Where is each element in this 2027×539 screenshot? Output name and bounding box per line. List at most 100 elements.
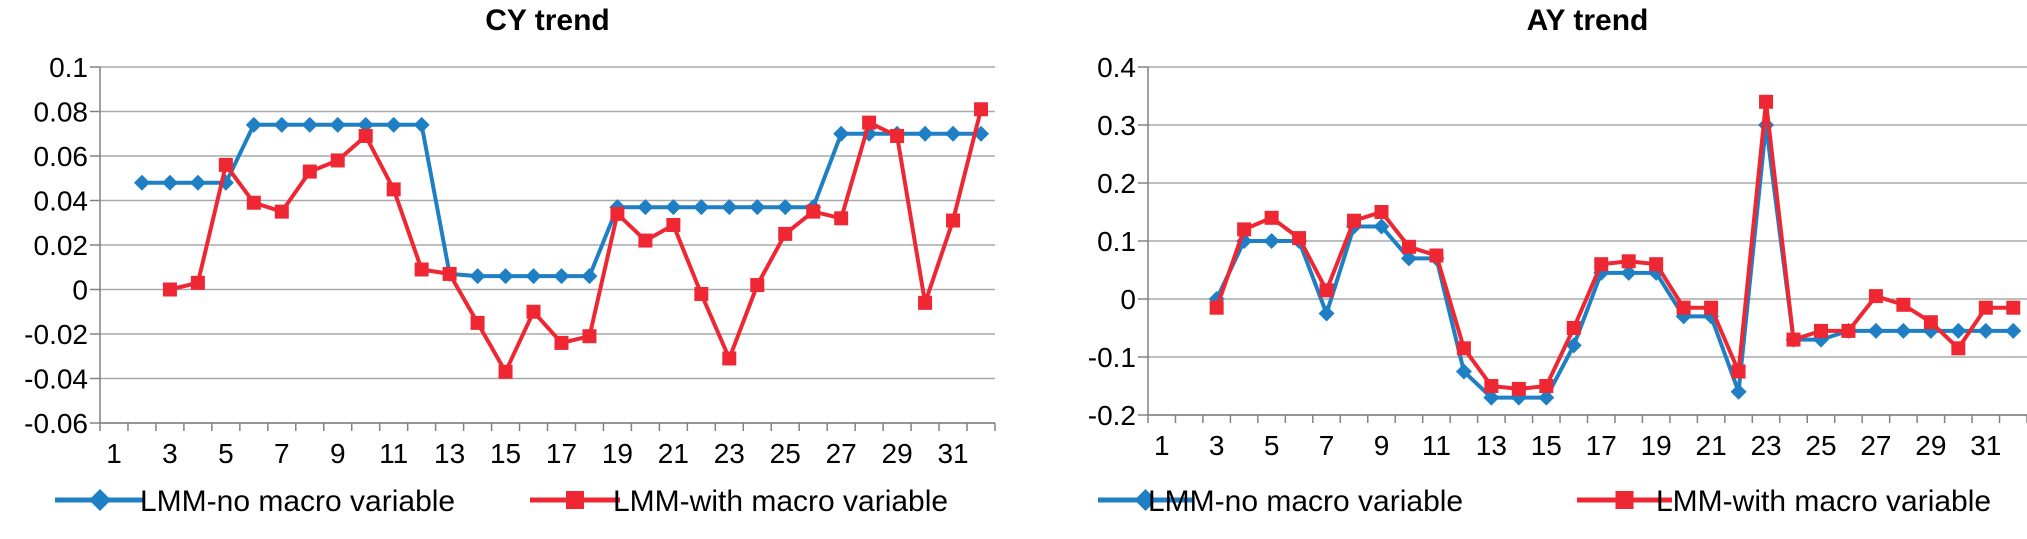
data-point — [1539, 379, 1554, 393]
data-point — [2006, 300, 2021, 315]
x-tick-label: 13 — [1476, 430, 1507, 461]
data-point — [2005, 322, 2022, 339]
x-tick-label: 27 — [1860, 430, 1891, 461]
y-tick-label: 0.04 — [34, 186, 89, 217]
data-point — [1621, 254, 1636, 269]
x-tick-label: 25 — [770, 438, 801, 469]
data-point — [442, 266, 457, 281]
data-point — [582, 329, 597, 344]
data-point — [1237, 222, 1252, 237]
data-point — [1895, 322, 1912, 339]
y-tick-label: -0.02 — [24, 319, 88, 350]
data-point — [638, 233, 653, 248]
data-point — [974, 102, 989, 117]
data-point — [1730, 383, 1747, 400]
data-point — [189, 174, 206, 191]
x-tick-label: 29 — [1915, 430, 1946, 461]
data-point — [1483, 389, 1500, 406]
x-tick-label: 21 — [658, 438, 689, 469]
series-2 — [1209, 94, 2021, 396]
data-point — [386, 182, 401, 197]
data-point — [469, 268, 486, 285]
legend-item: LMM-no macro variable — [1098, 485, 1463, 518]
data-point — [498, 364, 513, 379]
x-tick-label: 19 — [602, 438, 633, 469]
x-tick-label: 21 — [1696, 430, 1727, 461]
x-tick-label: 1 — [106, 438, 122, 469]
data-point — [749, 199, 766, 216]
chart-title: CY trend — [485, 4, 609, 37]
data-point — [1455, 363, 1472, 380]
data-point — [862, 115, 877, 130]
y-tick-label: 0.2 — [1097, 168, 1136, 199]
data-point — [414, 262, 429, 277]
data-point — [1620, 264, 1637, 281]
data-point — [917, 125, 934, 142]
legend-label: LMM-no macro variable — [140, 485, 455, 518]
data-point — [1319, 283, 1334, 298]
data-point — [1400, 250, 1417, 267]
data-point — [1401, 239, 1416, 254]
legend-label: LMM-with macro variable — [613, 485, 948, 518]
x-tick-label: 19 — [1641, 430, 1672, 461]
data-point — [750, 278, 765, 293]
data-point — [1484, 379, 1499, 393]
legend-marker — [1134, 489, 1157, 511]
data-point — [1292, 231, 1307, 246]
data-point — [665, 199, 682, 216]
data-point — [1209, 300, 1224, 315]
data-point — [497, 268, 514, 285]
data-point — [357, 116, 374, 133]
data-point — [890, 128, 905, 143]
data-point — [693, 199, 710, 216]
legend-label: LMM-no macro variable — [1148, 485, 1463, 518]
data-point — [554, 335, 569, 350]
data-point — [722, 351, 737, 366]
data-point — [1649, 257, 1664, 272]
y-tick-label: 0.1 — [1097, 226, 1136, 257]
data-point — [610, 206, 625, 221]
y-tick-label: 0 — [72, 275, 88, 306]
x-tick-label: 11 — [379, 438, 408, 469]
data-point — [1759, 94, 1774, 109]
data-point — [525, 268, 542, 285]
data-point — [778, 226, 793, 241]
data-point — [1429, 248, 1444, 263]
y-tick-label: -0.2 — [1088, 400, 1136, 431]
data-point — [190, 275, 205, 290]
data-point — [1923, 315, 1938, 330]
x-tick-label: 11 — [1422, 430, 1451, 461]
data-point — [1511, 381, 1526, 396]
data-point — [302, 164, 317, 179]
chart-title: AY trend — [1527, 4, 1649, 37]
x-tick-label: 5 — [218, 438, 234, 469]
x-tick-label: 9 — [1374, 430, 1390, 461]
y-tick-label: -0.1 — [1088, 342, 1136, 373]
data-point — [1896, 297, 1911, 312]
y-tick-label: 0.06 — [34, 141, 89, 172]
data-point — [1538, 389, 1555, 406]
data-point — [1264, 210, 1279, 225]
data-point — [806, 204, 821, 219]
data-point — [834, 211, 849, 226]
x-tick-label: 27 — [826, 438, 857, 469]
x-tick-label: 7 — [1319, 430, 1335, 461]
x-tick-label: 7 — [274, 438, 290, 469]
data-point — [133, 174, 150, 191]
x-tick-label: 5 — [1264, 430, 1280, 461]
data-point — [245, 116, 262, 133]
data-point — [777, 199, 794, 216]
x-tick-label: 17 — [546, 438, 577, 469]
data-point — [666, 217, 681, 232]
legend-marker — [566, 491, 584, 509]
data-point — [1263, 233, 1280, 249]
x-tick-label: 31 — [937, 438, 968, 469]
data-point — [1676, 300, 1691, 315]
x-tick-label: 23 — [714, 438, 745, 469]
data-point — [1841, 323, 1856, 338]
series-line — [169, 108, 983, 374]
y-tick-label: 0.4 — [1097, 52, 1136, 83]
data-point — [246, 195, 261, 210]
data-point — [330, 153, 345, 168]
chart-1: CY trend -0.06 -0.04 -0.02 0 0.02 0.04 0.06 0.08… — [24, 4, 996, 518]
